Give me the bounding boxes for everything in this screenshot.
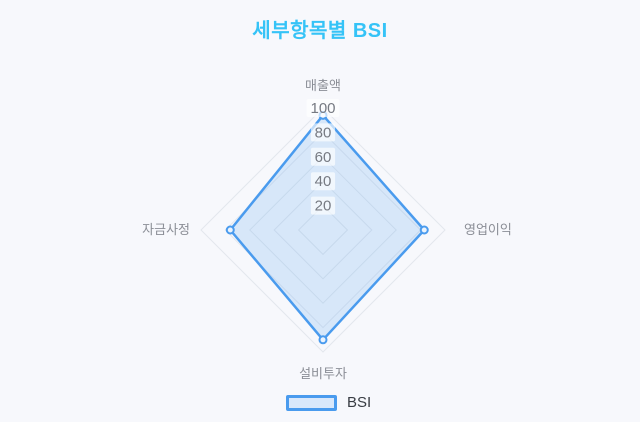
data-point[interactable] (419, 225, 429, 235)
tick-backdrop (310, 172, 336, 191)
legend[interactable]: BSI (286, 394, 371, 411)
tick-backdrop (306, 99, 340, 117)
grid-ring (297, 204, 349, 256)
tick-label: 80 (315, 124, 332, 141)
data-point[interactable] (225, 225, 235, 235)
tick-label: 20 (315, 198, 332, 215)
tick-backdrop (310, 123, 336, 142)
axis-label-sales: 매출액 (305, 78, 341, 93)
data-point[interactable] (318, 335, 328, 345)
tick-backdrop (310, 147, 336, 166)
grid-ring (200, 107, 446, 353)
grid-ring (273, 180, 373, 280)
tick-label: 40 (315, 173, 332, 190)
axis-label-funding-conditions: 자금사정 (142, 222, 190, 237)
legend-swatch-icon (286, 394, 337, 411)
chart-title: 세부항목별 BSI (252, 20, 388, 42)
tick-label: 100 (310, 100, 335, 117)
grid-ring (249, 156, 397, 304)
tick-backdrop (310, 196, 336, 215)
legend-label: BSI (347, 394, 372, 411)
tick-label: 60 (315, 149, 332, 166)
axis-label-operating-profit: 영업이익 (464, 222, 512, 237)
axis-label-facility-investment: 설비투자 (299, 366, 347, 381)
